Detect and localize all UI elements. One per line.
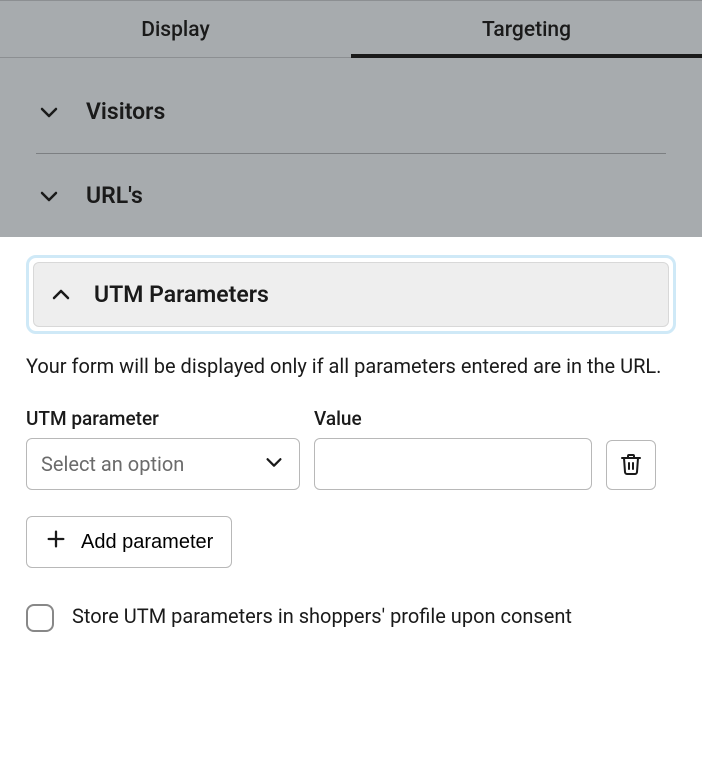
plus-icon [45,528,67,556]
section-title: UTM Parameters [94,281,269,308]
utm-value-field: Value [314,407,592,490]
section-header-urls[interactable]: URL's [36,154,666,237]
utm-parameter-field: UTM parameter Select an option [26,407,300,490]
chevron-down-icon [36,99,62,125]
expanded-header-focus-ring: UTM Parameters [26,255,676,334]
collapsed-sections: Visitors URL's [0,58,702,237]
utm-value-label: Value [314,407,592,430]
utm-parameter-label: UTM parameter [26,407,300,430]
tabs: Display Targeting [0,0,702,58]
utm-parameter-select[interactable]: Select an option [26,438,300,490]
delete-parameter-button[interactable] [606,440,656,490]
section-visitors: Visitors [36,58,666,154]
section-urls: URL's [36,154,666,237]
section-title: URL's [86,182,143,209]
section-utm-parameters: UTM Parameters Your form will be display… [0,237,702,672]
section-header-utm[interactable]: UTM Parameters [33,262,669,327]
store-utm-checkbox-label: Store UTM parameters in shoppers' profil… [72,602,572,631]
utm-description: Your form will be displayed only if all … [26,352,676,381]
store-utm-checkbox[interactable] [26,604,54,632]
add-parameter-label: Add parameter [81,531,213,554]
trash-icon [619,452,643,479]
section-header-visitors[interactable]: Visitors [36,58,666,153]
utm-value-input[interactable] [314,438,592,490]
section-title: Visitors [86,98,165,125]
chevron-down-icon [36,183,62,209]
add-parameter-button[interactable]: Add parameter [26,516,232,568]
chevron-up-icon [48,282,74,308]
tab-label: Targeting [482,18,571,42]
tab-display[interactable]: Display [0,1,351,58]
chevron-down-icon [263,451,285,477]
store-utm-checkbox-row: Store UTM parameters in shoppers' profil… [26,602,676,632]
tab-targeting[interactable]: Targeting [351,1,702,58]
select-placeholder: Select an option [41,452,184,476]
tab-label: Display [141,18,209,42]
utm-parameter-row: UTM parameter Select an option Value [26,407,676,490]
